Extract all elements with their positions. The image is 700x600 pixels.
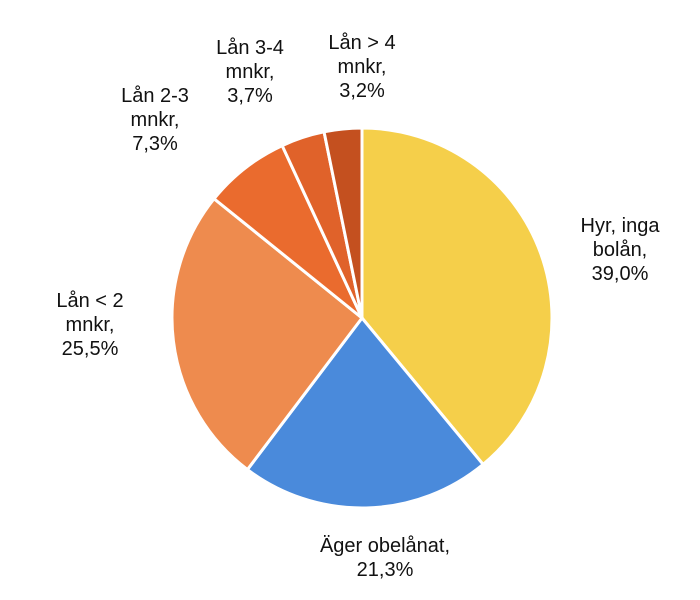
category-label: Hyr, inga bolån, — [580, 215, 660, 261]
data-label: Lån 2-3 mnkr, 7,3% — [110, 84, 200, 156]
data-label: Hyr, inga bolån, 39,0% — [580, 214, 660, 286]
pie-slice — [322, 126, 364, 319]
data-label: Äger obelånat, 21,3% — [285, 534, 485, 582]
value-label: 3,2% — [339, 80, 385, 102]
category-label: Lån 3-4 mnkr, — [216, 37, 284, 83]
value-label: 21,3% — [356, 559, 414, 581]
pie-slice — [245, 315, 486, 510]
category-label: Äger obelånat, — [319, 535, 451, 557]
pie-slice — [360, 126, 554, 467]
category-label: Lån < 2 mnkr, — [56, 290, 124, 336]
category-label: Lån > 4 mnkr, — [328, 32, 396, 78]
data-label: Lån 3-4 mnkr, 3,7% — [210, 36, 290, 108]
value-label: 3,7% — [227, 85, 273, 107]
pie-slice — [170, 196, 365, 472]
value-label: 39,0% — [591, 263, 649, 285]
data-label: Lån > 4 mnkr, 3,2% — [322, 31, 402, 103]
value-label: 25,5% — [61, 338, 119, 360]
value-label: 7,3% — [132, 133, 178, 155]
data-label: Lån < 2 mnkr, 25,5% — [45, 289, 135, 361]
category-label: Lån 2-3 mnkr, — [121, 85, 189, 131]
